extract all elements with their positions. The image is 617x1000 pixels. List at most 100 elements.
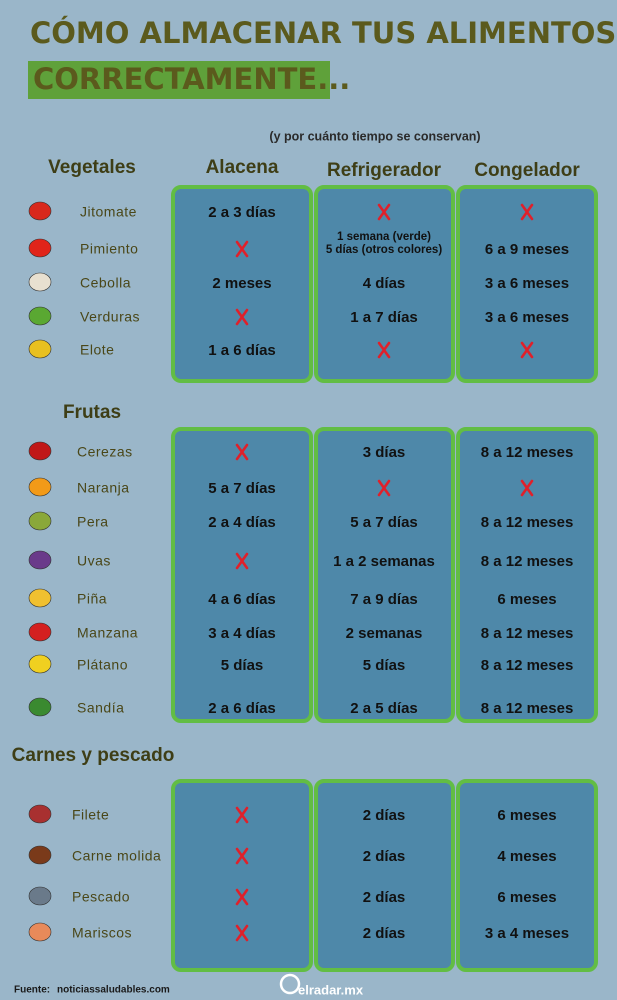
cell-text: 5 días (221, 657, 264, 674)
cell-text: 5 días (otros colores) (326, 244, 442, 256)
cell-text: 6 meses (497, 889, 556, 906)
cell-text: 3 a 4 días (208, 625, 276, 642)
cell-text: 2 días (363, 848, 406, 865)
food-icon (28, 654, 52, 674)
column-box (314, 185, 455, 383)
cell-text: 2 meses (212, 275, 271, 292)
cell-text: 1 a 2 semanas (333, 553, 435, 570)
item-name: Cerezas (77, 444, 133, 460)
column-box (456, 427, 598, 723)
cell-text: 2 días (363, 925, 406, 942)
section-title: Vegetales (48, 157, 136, 178)
column-box (171, 427, 313, 723)
cell-text: 6 meses (497, 591, 556, 608)
column-box (456, 779, 598, 972)
not-recommended-x (235, 847, 249, 865)
item-name: Manzana (77, 625, 138, 641)
cell-text: 8 a 12 meses (481, 444, 574, 461)
cell-text: 2 días (363, 807, 406, 824)
not-recommended-x (520, 341, 534, 359)
column-box (171, 185, 313, 383)
not-recommended-x (235, 888, 249, 906)
food-icon (28, 441, 52, 461)
food-icon (28, 697, 52, 717)
title-highlight-bg (28, 61, 330, 99)
not-recommended-x (520, 479, 534, 497)
item-name: Jitomate (80, 204, 137, 220)
item-name: Pera (77, 514, 109, 530)
item-name: Pescado (72, 889, 130, 905)
cell-text: 5 días (363, 657, 406, 674)
cell-text: 7 a 9 días (350, 591, 418, 608)
cell-text: 8 a 12 meses (481, 657, 574, 674)
not-recommended-x (235, 240, 249, 258)
not-recommended-x (235, 552, 249, 570)
food-icon (28, 477, 52, 497)
cell-text: 2 a 4 días (208, 514, 276, 531)
food-icon (28, 886, 52, 906)
cell-text: 1 a 7 días (350, 309, 418, 326)
column-header: Congelador (474, 160, 580, 181)
cell-text: 5 a 7 días (350, 514, 418, 531)
food-icon (28, 922, 52, 942)
cell-text: 1 semana (verde) (337, 231, 431, 243)
item-name: Sandía (77, 700, 124, 716)
brand-logo (279, 973, 301, 995)
not-recommended-x (235, 924, 249, 942)
food-icon (28, 339, 52, 359)
cell-text: 6 meses (497, 807, 556, 824)
food-icon (28, 272, 52, 292)
column-box (456, 185, 598, 383)
column-box (314, 427, 455, 723)
source: noticiassaludables.com (57, 985, 170, 996)
cell-text: 4 meses (497, 848, 556, 865)
food-icon (28, 306, 52, 326)
cell-text: 3 a 6 meses (485, 275, 569, 292)
title-highlight: CORRECTAMENTE... (33, 62, 350, 96)
column-box (171, 779, 313, 972)
section-title: Frutas (63, 402, 121, 423)
brand: elradar.mx (298, 982, 364, 997)
item-name: Verduras (80, 309, 140, 325)
not-recommended-x (235, 806, 249, 824)
cell-text: 2 a 6 días (208, 700, 276, 717)
item-name: Filete (72, 807, 109, 823)
cell-text: 5 a 7 días (208, 480, 276, 497)
item-name: Pimiento (80, 241, 138, 257)
cell-text: 8 a 12 meses (481, 625, 574, 642)
cell-text: 8 a 12 meses (481, 553, 574, 570)
column-header: Refrigerador (327, 160, 442, 181)
cell-text: 3 a 4 meses (485, 925, 569, 942)
cell-text: 1 a 6 días (208, 342, 276, 359)
section-title: Carnes y pescado (12, 745, 175, 766)
cell-text: 8 a 12 meses (481, 700, 574, 717)
cell-text: 3 días (363, 444, 406, 461)
not-recommended-x (377, 203, 391, 221)
not-recommended-x (235, 308, 249, 326)
cell-text: 2 semanas (346, 625, 423, 642)
cell-text: 4 días (363, 275, 406, 292)
cell-text: 6 a 9 meses (485, 241, 569, 258)
source-label: Fuente: (14, 985, 50, 996)
cell-text: 2 días (363, 889, 406, 906)
title: CÓMO ALMACENAR TUS ALIMENTOS (30, 16, 616, 50)
food-icon (28, 845, 52, 865)
cell-text: 3 a 6 meses (485, 309, 569, 326)
not-recommended-x (377, 479, 391, 497)
cell-text: 8 a 12 meses (481, 514, 574, 531)
subtitle: (y por cuánto tiempo se conservan) (269, 129, 480, 143)
food-icon (28, 622, 52, 642)
food-icon (28, 511, 52, 531)
not-recommended-x (235, 443, 249, 461)
item-name: Cebolla (80, 275, 131, 291)
column-box (314, 779, 455, 972)
not-recommended-x (377, 341, 391, 359)
item-name: Plátano (77, 657, 128, 673)
food-icon (28, 238, 52, 258)
item-name: Carne molida (72, 848, 161, 864)
food-icon (28, 804, 52, 824)
item-name: Uvas (77, 553, 111, 569)
item-name: Mariscos (72, 925, 132, 941)
cell-text: 4 a 6 días (208, 591, 276, 608)
